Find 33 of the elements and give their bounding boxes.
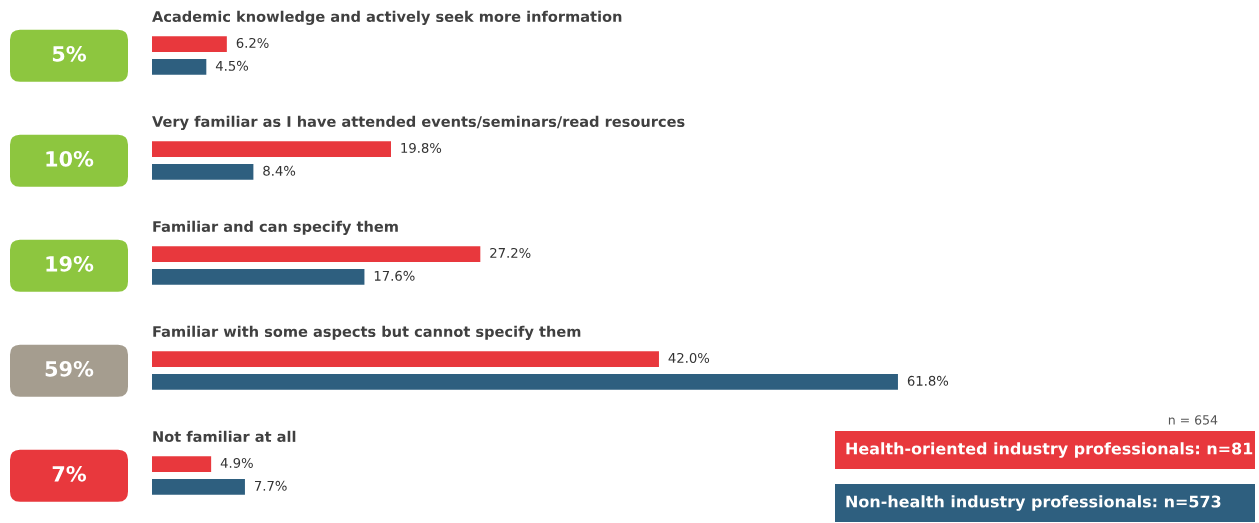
data-label: 4.5% (215, 60, 249, 71)
y-tick-label: Familiar and can specify them (153, 220, 398, 235)
bar (152, 141, 391, 157)
y-tick-label: Familiar with some aspects but cannot specify them (153, 325, 581, 340)
text: 7% (52, 465, 87, 482)
y-tick-label: Academic knowledge and actively seek more information (152, 10, 622, 25)
data-label: 27.2% (490, 247, 531, 258)
y-tick-label: Very familiar as I have attended events/seminars/read resources (152, 115, 685, 130)
bar (152, 374, 898, 390)
data-label: 6.2% (236, 37, 269, 48)
bar (152, 269, 365, 285)
bar (152, 246, 481, 262)
data-label: 61.8% (907, 375, 949, 386)
data-label: 42.0% (668, 352, 710, 363)
data-label: 4.9% (220, 457, 253, 468)
text: Non-health industry professionals: n=573 (846, 495, 1221, 511)
text: 19% (46, 255, 94, 272)
data-label: 8.4% (263, 165, 296, 176)
bar (152, 479, 245, 495)
bar (152, 59, 207, 75)
text: Health-oriented industry professionals: n=81 (846, 442, 1253, 458)
data-label: 19.8% (401, 142, 442, 153)
text: n = 654 (1168, 415, 1218, 425)
text: 59% (45, 360, 94, 377)
bar (152, 164, 254, 180)
data-label: 7.7% (254, 480, 287, 491)
y-tick-label: Not familiar at all (153, 430, 296, 443)
bar (152, 36, 227, 52)
text: 10% (46, 150, 94, 167)
data-label: 17.6% (374, 270, 415, 281)
bar (152, 351, 659, 367)
text: 5% (52, 45, 87, 62)
bar (152, 456, 212, 472)
